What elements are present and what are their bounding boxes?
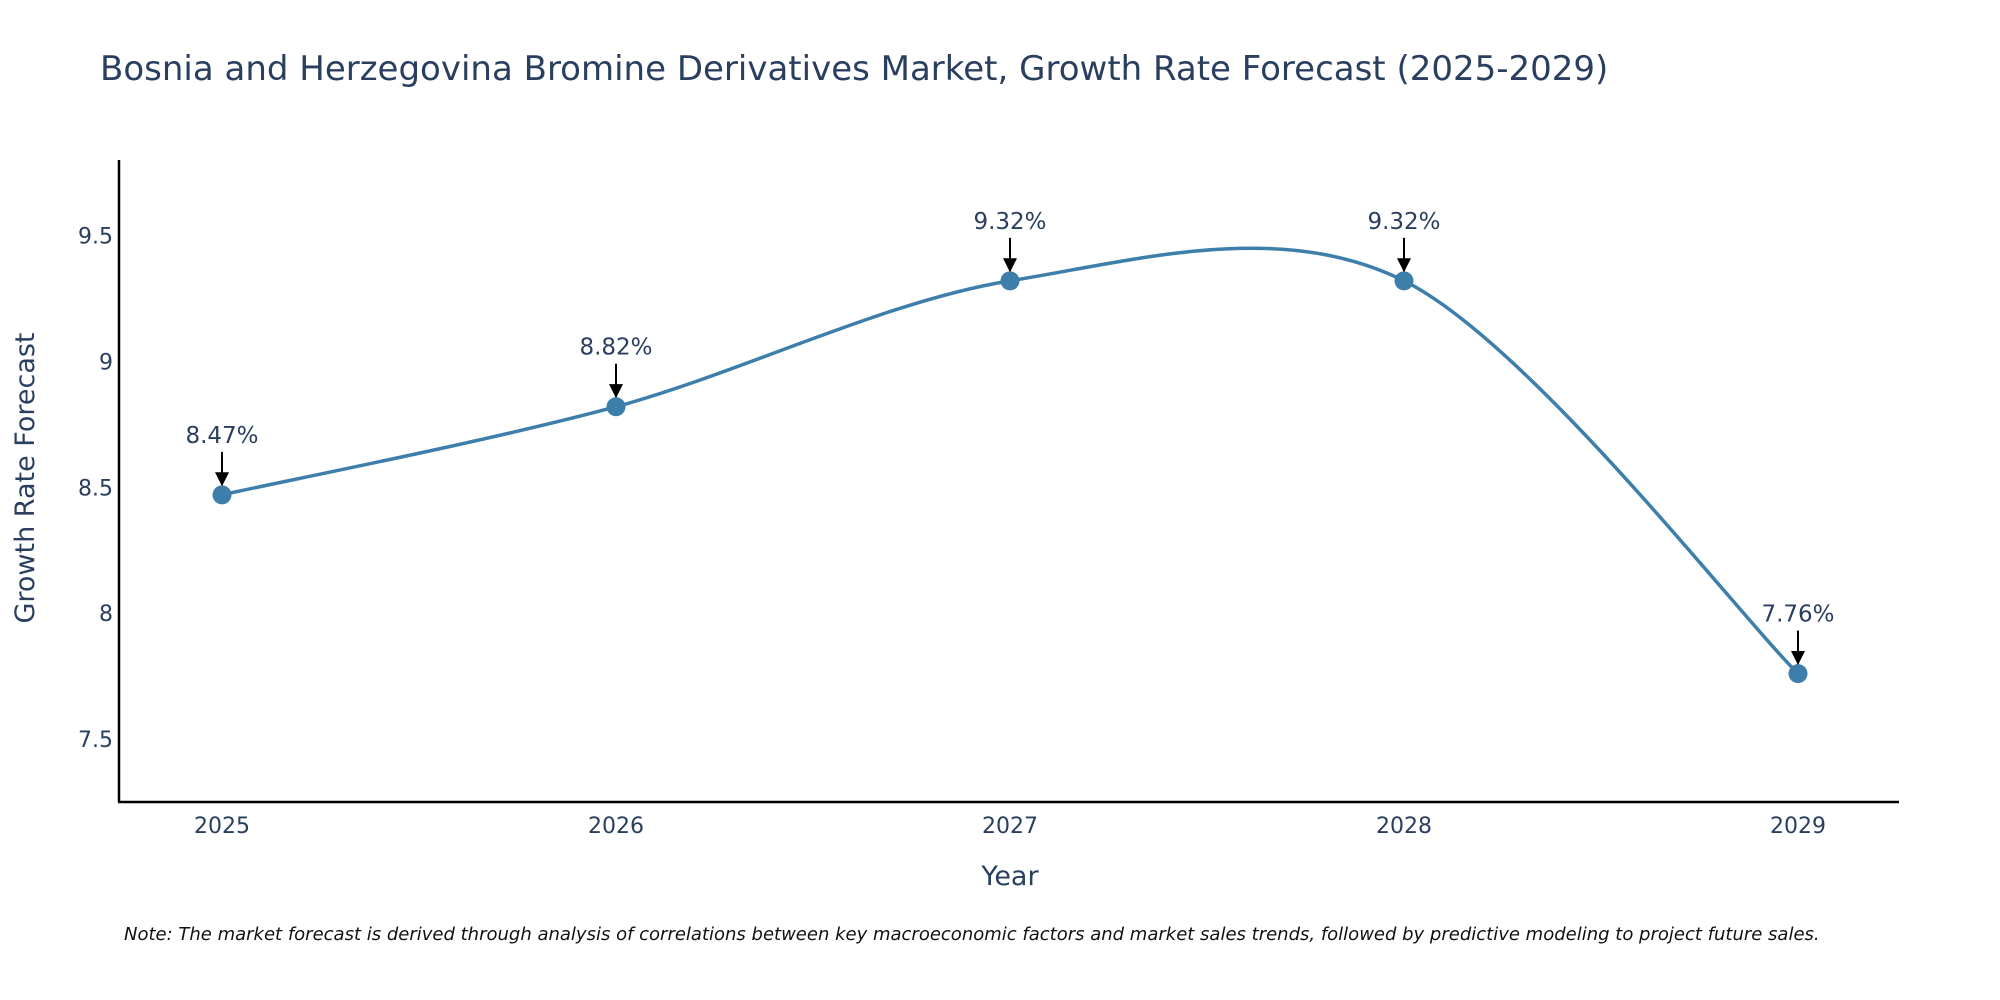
data-point xyxy=(1788,664,1808,684)
x-tick-label: 2028 xyxy=(1376,814,1432,839)
data-point xyxy=(1394,271,1414,291)
series-markers xyxy=(212,271,1808,684)
plot-area: 7.588.599.5 2025 2026 2027 2028 2029 8.47%8.… xyxy=(78,160,1899,839)
data-point xyxy=(606,397,626,417)
x-axis-ticks: 2025 2026 2027 2028 2029 xyxy=(194,814,1826,839)
series-line xyxy=(221,246,1800,675)
x-axis-title: Year xyxy=(980,861,1039,892)
data-label: 8.47% xyxy=(185,423,258,449)
y-axis-title: Growth Rate Forecast xyxy=(10,332,41,623)
data-label: 9.32% xyxy=(973,209,1046,235)
y-tick-label: 8.5 xyxy=(78,476,113,501)
y-axis-ticks: 7.5 8 8.5 9 9.5 xyxy=(78,225,113,754)
y-tick-label: 8 xyxy=(99,602,113,627)
data-label: 9.32% xyxy=(1367,209,1440,235)
y-tick-label: 9.5 xyxy=(78,225,113,250)
chart-title: Bosnia and Herzegovina Bromine Derivativ… xyxy=(100,49,1608,89)
x-tick-label: 2027 xyxy=(982,814,1038,839)
x-tick-label: 2026 xyxy=(588,814,644,839)
footnote: Note: The market forecast is derived thr… xyxy=(124,924,1820,945)
data-point xyxy=(212,485,232,505)
data-label: 8.82% xyxy=(579,335,652,361)
x-tick-label: 2029 xyxy=(1770,814,1826,839)
data-label-annotations: 8.47% 8.82% 9.32% 9.32% 7.76% xyxy=(185,209,1835,665)
data-point xyxy=(1000,271,1020,291)
data-label: 7.76% xyxy=(1761,602,1834,628)
x-tick-label: 2025 xyxy=(194,814,250,839)
y-tick-label: 7.5 xyxy=(78,728,113,753)
y-tick-label: 9 xyxy=(99,350,113,375)
